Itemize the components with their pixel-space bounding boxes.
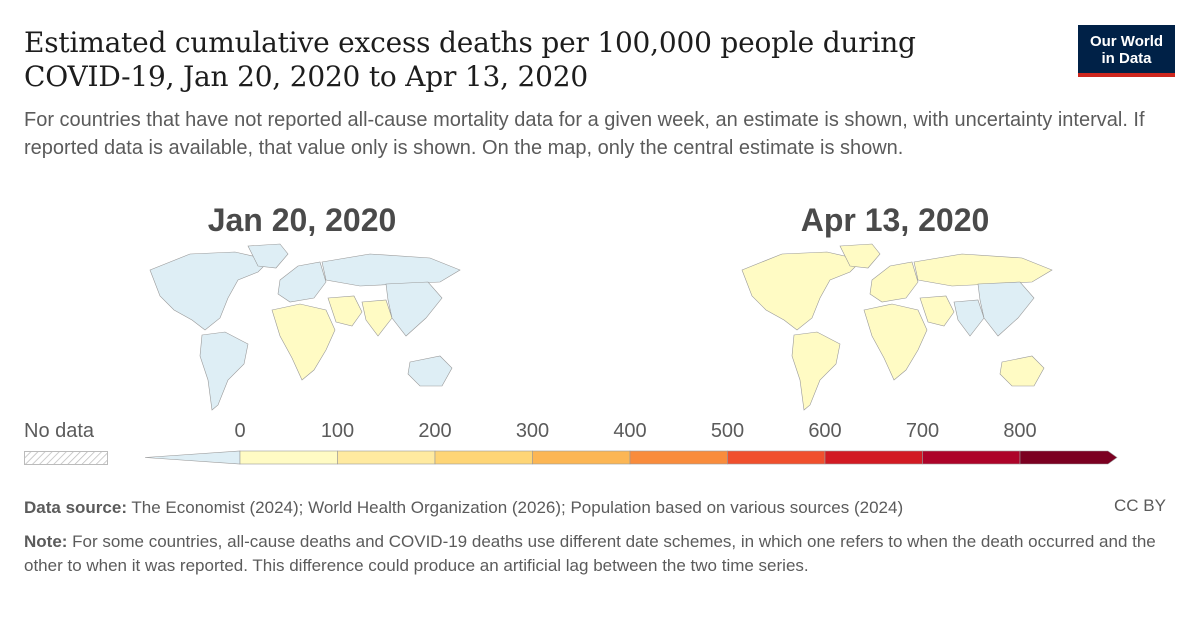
legend-bin-4[interactable] xyxy=(532,450,631,465)
chart-title: Estimated cumulative excess deaths per 1… xyxy=(24,26,916,93)
region-south-asia xyxy=(953,299,985,337)
legend-tick-label: 100 xyxy=(320,420,355,442)
world-map-jan-20-2020[interactable] xyxy=(130,240,470,415)
owid-logo[interactable]: Our World in Data xyxy=(1078,25,1175,77)
chart-subtitle: For countries that have not reported all… xyxy=(24,109,1145,159)
region-russia xyxy=(913,253,1053,287)
legend-tick-label: 700 xyxy=(905,420,940,442)
legend-bin-1[interactable] xyxy=(239,450,338,465)
data-source: Data source: The Economist (2024); World… xyxy=(24,496,1114,520)
logo-accent-bar xyxy=(1078,73,1175,77)
legend-bin-8[interactable] xyxy=(922,450,1021,465)
region-europe xyxy=(869,261,919,303)
no-data-swatch[interactable] xyxy=(24,451,108,465)
legend-tick-label: 0 xyxy=(234,420,246,442)
region-south-asia xyxy=(361,299,393,337)
region-north-america xyxy=(741,251,863,331)
region-africa xyxy=(863,303,928,381)
region-middle-east xyxy=(919,295,955,327)
legend-bin-3[interactable] xyxy=(434,450,533,465)
note: Note: For some countries, all-cause deat… xyxy=(24,530,1174,578)
region-middle-east xyxy=(327,295,363,327)
region-south-america xyxy=(791,331,841,411)
legend-tick-label: 600 xyxy=(808,420,842,442)
logo-line-1: Our World xyxy=(1089,33,1164,50)
data-source-text: The Economist (2024); World Health Organ… xyxy=(126,498,904,517)
license-link[interactable]: CC BY xyxy=(1114,496,1166,515)
region-greenland xyxy=(247,243,289,269)
legend-bin-above-800[interactable] xyxy=(1019,450,1118,465)
data-source-label: Data source: xyxy=(24,498,127,517)
region-greenland xyxy=(839,243,881,269)
region-south-america xyxy=(199,331,249,411)
legend-tick-label: 200 xyxy=(418,420,452,442)
region-australia xyxy=(999,355,1045,387)
region-europe xyxy=(277,261,327,303)
logo-line-2: in Data xyxy=(1101,50,1152,67)
legend-tick-label: 300 xyxy=(515,420,550,442)
note-text: For some countries, all-cause deaths and… xyxy=(24,532,1156,575)
legend-tick-label: 800 xyxy=(1003,420,1037,442)
region-australia xyxy=(407,355,453,387)
region-east-asia xyxy=(385,281,443,337)
map-label-apr: Apr 13, 2020 xyxy=(800,202,990,238)
region-east-asia xyxy=(977,281,1035,337)
note-label: Note: xyxy=(24,532,68,551)
legend-bin-5[interactable] xyxy=(629,450,728,465)
legend-bin-2[interactable] xyxy=(337,450,436,465)
legend-bin-6[interactable] xyxy=(727,450,826,465)
legend-bin-below-0[interactable] xyxy=(144,450,241,465)
legend-bin-7[interactable] xyxy=(824,450,923,465)
legend-tick-label: 400 xyxy=(613,420,647,442)
region-russia xyxy=(321,253,461,287)
world-map-apr-13-2020[interactable] xyxy=(722,240,1062,415)
map-label-jan: Jan 20, 2020 xyxy=(207,202,397,238)
region-africa xyxy=(271,303,336,381)
region-north-america xyxy=(149,251,271,331)
legend-tick-label: 500 xyxy=(710,420,745,442)
no-data-label: No data xyxy=(24,420,95,442)
